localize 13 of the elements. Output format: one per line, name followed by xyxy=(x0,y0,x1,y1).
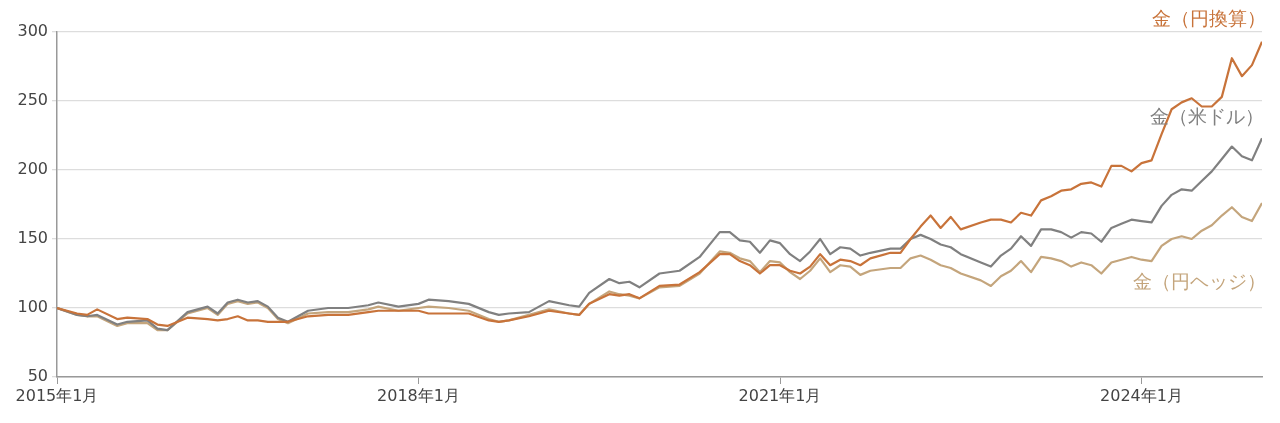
y-tick-label: 150 xyxy=(17,228,48,248)
y-tick-label: 250 xyxy=(17,90,48,110)
x-tick-label: 2015年1月 xyxy=(15,385,99,405)
series-label: 金（米ドル） xyxy=(1150,105,1264,128)
y-tick-label: 300 xyxy=(17,21,48,41)
series-label: 金（円ヘッジ） xyxy=(1133,270,1266,293)
x-tick-label: 2024年1月 xyxy=(1100,385,1183,405)
series-label: 金（円換算） xyxy=(1152,6,1266,29)
x-tick-label: 2018年1月 xyxy=(377,385,460,405)
y-tick-label: 200 xyxy=(17,159,48,179)
y-tick-label: 50 xyxy=(27,366,48,386)
x-tick-label: 2021年1月 xyxy=(738,385,822,405)
y-tick-label: 100 xyxy=(17,297,48,317)
